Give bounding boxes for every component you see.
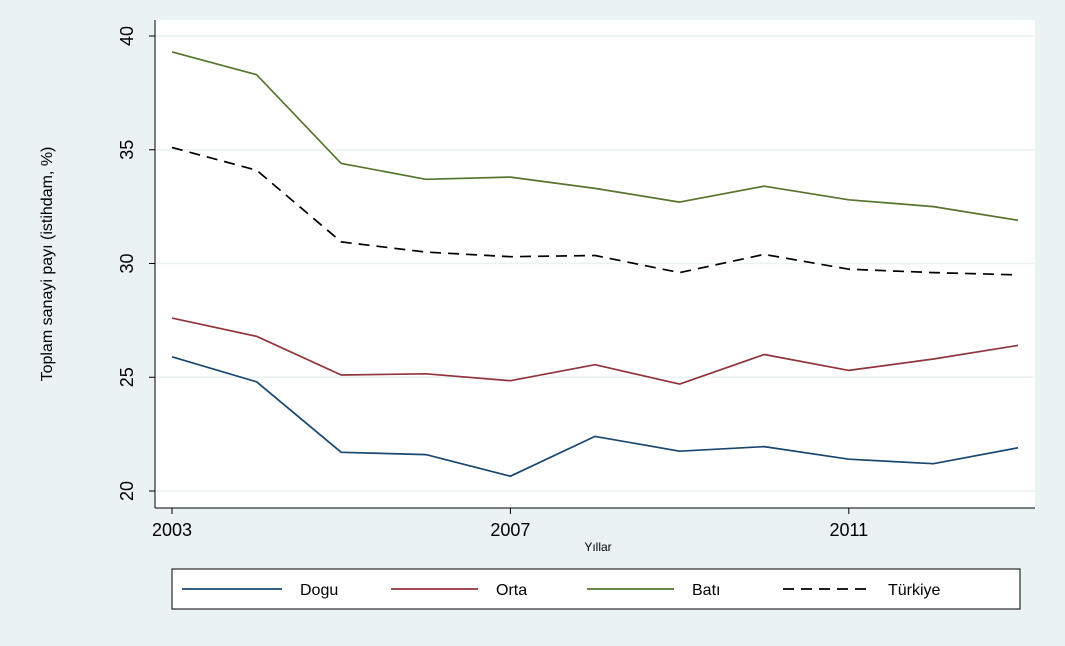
- series-line-türkiye: [171, 146, 1019, 276]
- legend: Dogu Orta Batı Türkiye: [171, 568, 1021, 610]
- y-tick-label: 30: [117, 253, 137, 273]
- series-line-dogu: [171, 355, 1019, 478]
- x-axis-label: Yıllar: [584, 540, 611, 554]
- y-axis-label: Toplam sanayi payı (istihdam, %): [39, 147, 56, 382]
- legend-label: Türkiye: [888, 582, 941, 599]
- y-tick-label: 35: [117, 140, 137, 160]
- axes: 20 25 30 35 40 2003 2007 2011: [117, 20, 1035, 540]
- series-lines: [171, 51, 1019, 478]
- series-line-batı: [171, 51, 1019, 222]
- series-line-orta: [171, 317, 1019, 385]
- gridlines: [155, 35, 1035, 492]
- x-tick-label: 2011: [829, 520, 868, 540]
- legend-label: Batı: [692, 582, 720, 599]
- legend-label: Orta: [496, 582, 527, 599]
- y-tick-label: 20: [117, 481, 137, 501]
- y-tick-label: 40: [117, 26, 137, 46]
- x-tick-label: 2003: [152, 520, 192, 540]
- legend-label: Dogu: [300, 582, 338, 599]
- x-tick-label: 2007: [490, 520, 530, 540]
- y-tick-label: 25: [117, 367, 137, 387]
